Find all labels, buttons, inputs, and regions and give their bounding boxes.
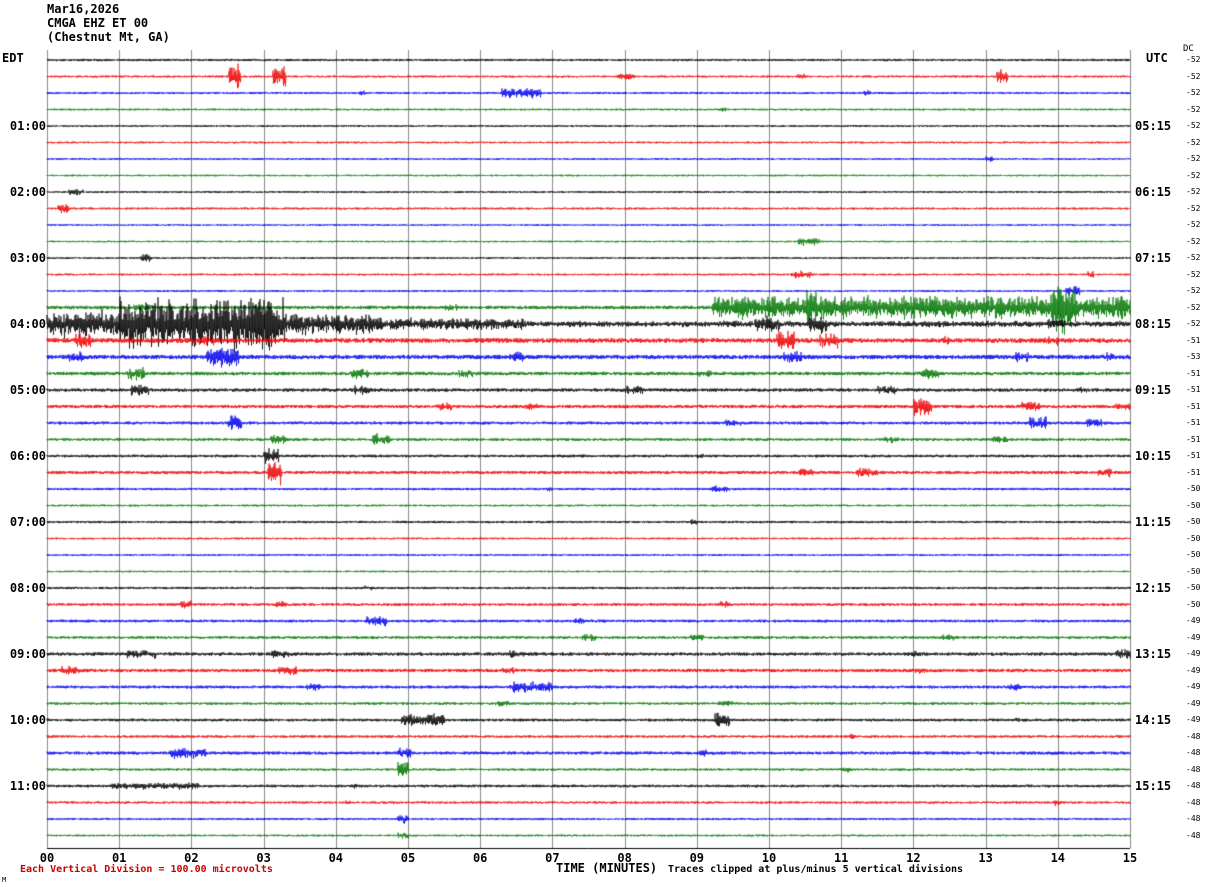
dc-offset-label: -49 [1186,632,1201,642]
dc-offset-label: -52 [1186,236,1201,246]
edt-label: 05:00 [9,383,46,397]
vertical-division-note: Each Vertical Division = 100.00 microvol… [20,864,273,875]
dc-offset-label: -52 [1186,137,1201,147]
utc-label: 14:15 [1135,713,1172,727]
dc-offset-label: -50 [1186,583,1201,592]
dc-offset-label: -52 [1186,269,1201,279]
edt-label: 10:00 [9,713,46,727]
x-tick-label: 15 [1122,851,1138,865]
dc-offset-label: -50 [1186,517,1201,526]
x-tick-label: 12 [906,851,921,865]
dc-offset-label: -50 [1186,599,1201,609]
edt-label: 04:00 [9,317,46,331]
dc-offset-label: -51 [1186,467,1201,477]
dc-offset-label: -52 [1186,88,1201,97]
utc-label: 09:15 [1135,383,1172,397]
dc-offset-label: -52 [1186,302,1201,312]
dc-offset-label: -51 [1186,368,1201,378]
x-tick-label: 03 [256,851,271,865]
edt-label: 08:00 [9,581,46,595]
x-tick-label: 14 [1050,851,1066,865]
x-tick-label: 09 [689,851,705,865]
edt-label: 01:00 [9,119,46,133]
x-tick-label: 06 [472,851,488,865]
dc-offset-label: -48 [1186,814,1201,823]
x-tick-label: 01 [111,851,127,865]
utc-label: 10:15 [1135,449,1172,463]
utc-label: 15:15 [1135,779,1172,793]
x-tick-label: 04 [328,851,344,865]
utc-label: 06:15 [1135,185,1172,199]
utc-label: 05:15 [1135,119,1172,133]
title-location: (Chestnut Mt, GA) [47,30,170,44]
dc-heading: DC [1183,44,1194,54]
dc-offset-label: -51 [1186,401,1201,411]
x-tick-label: 08 [617,851,632,865]
dc-offset-label: -51 [1186,335,1201,345]
dc-offset-label: -48 [1186,748,1201,757]
dc-offset-label: -52 [1186,319,1201,328]
corner-mark: M [2,876,7,884]
x-tick-label: 13 [978,851,993,865]
dc-offset-label: -52 [1186,170,1201,180]
dc-offset-label: -52 [1186,121,1201,130]
left-timezone-label: EDT [2,51,24,65]
dc-offset-label: -49 [1186,665,1201,675]
dc-offset-label: -51 [1186,418,1201,427]
dc-offset-label: -51 [1186,385,1201,394]
clip-note: Traces clipped at plus/minus 5 vertical … [668,864,964,875]
title-date: Mar16,2026 [47,2,120,16]
dc-offset-label: -52 [1186,286,1201,295]
edt-label: 02:00 [9,185,46,199]
dc-offset-label: -50 [1186,566,1201,576]
x-axis-label: TIME (MINUTES) [556,861,658,875]
dc-offset-label: -48 [1186,731,1201,741]
dc-offset-label: -48 [1186,764,1201,774]
edt-label: 09:00 [9,647,46,661]
dc-offset-label: -52 [1186,104,1201,114]
right-timezone-label: UTC [1146,51,1168,65]
dc-offset-label: -51 [1186,451,1201,460]
dc-offset-label: -52 [1186,220,1201,229]
dc-offset-label: -48 [1186,781,1201,790]
edt-label: 03:00 [9,251,46,265]
dc-offset-label: -50 [1186,550,1201,559]
dc-offset-label: -53 [1186,352,1201,361]
utc-label: 11:15 [1135,515,1172,529]
x-tick-label: 05 [400,851,416,865]
edt-label: 07:00 [9,515,46,529]
dc-offset-label: -52 [1186,55,1201,64]
utc-label: 12:15 [1135,581,1172,595]
dc-offset-label: -49 [1186,715,1201,724]
dc-offset-label: -50 [1186,533,1201,543]
dc-offset-label: -50 [1186,500,1201,510]
dc-offset-label: -49 [1186,682,1201,691]
dc-offset-label: -48 [1186,797,1201,807]
dc-offset-label: -52 [1186,203,1201,213]
dc-offset-label: -49 [1186,649,1201,658]
utc-label: 13:15 [1135,647,1172,661]
dc-offset-label: -52 [1186,187,1201,196]
x-tick-label: 10 [761,851,777,865]
title-station: CMGA EHZ ET 00 [47,16,149,30]
utc-label: 07:15 [1135,251,1172,265]
dc-offset-label: -49 [1186,698,1201,708]
dc-offset-label: -52 [1186,71,1201,81]
dc-offset-label: -52 [1186,253,1201,262]
utc-label: 08:15 [1135,317,1172,331]
dc-offset-label: -50 [1186,484,1201,493]
dc-offset-label: -48 [1186,830,1201,840]
x-tick-label: 07 [545,851,560,865]
x-tick-label: 02 [184,851,199,865]
dc-offset-label: -51 [1186,434,1201,444]
edt-label: 06:00 [9,449,46,463]
edt-label: 11:00 [9,779,46,793]
dc-offset-label: -52 [1186,154,1201,163]
x-tick-label: 11 [833,851,849,865]
dc-offset-label: -49 [1186,616,1201,625]
x-tick-label: 00 [39,851,55,865]
